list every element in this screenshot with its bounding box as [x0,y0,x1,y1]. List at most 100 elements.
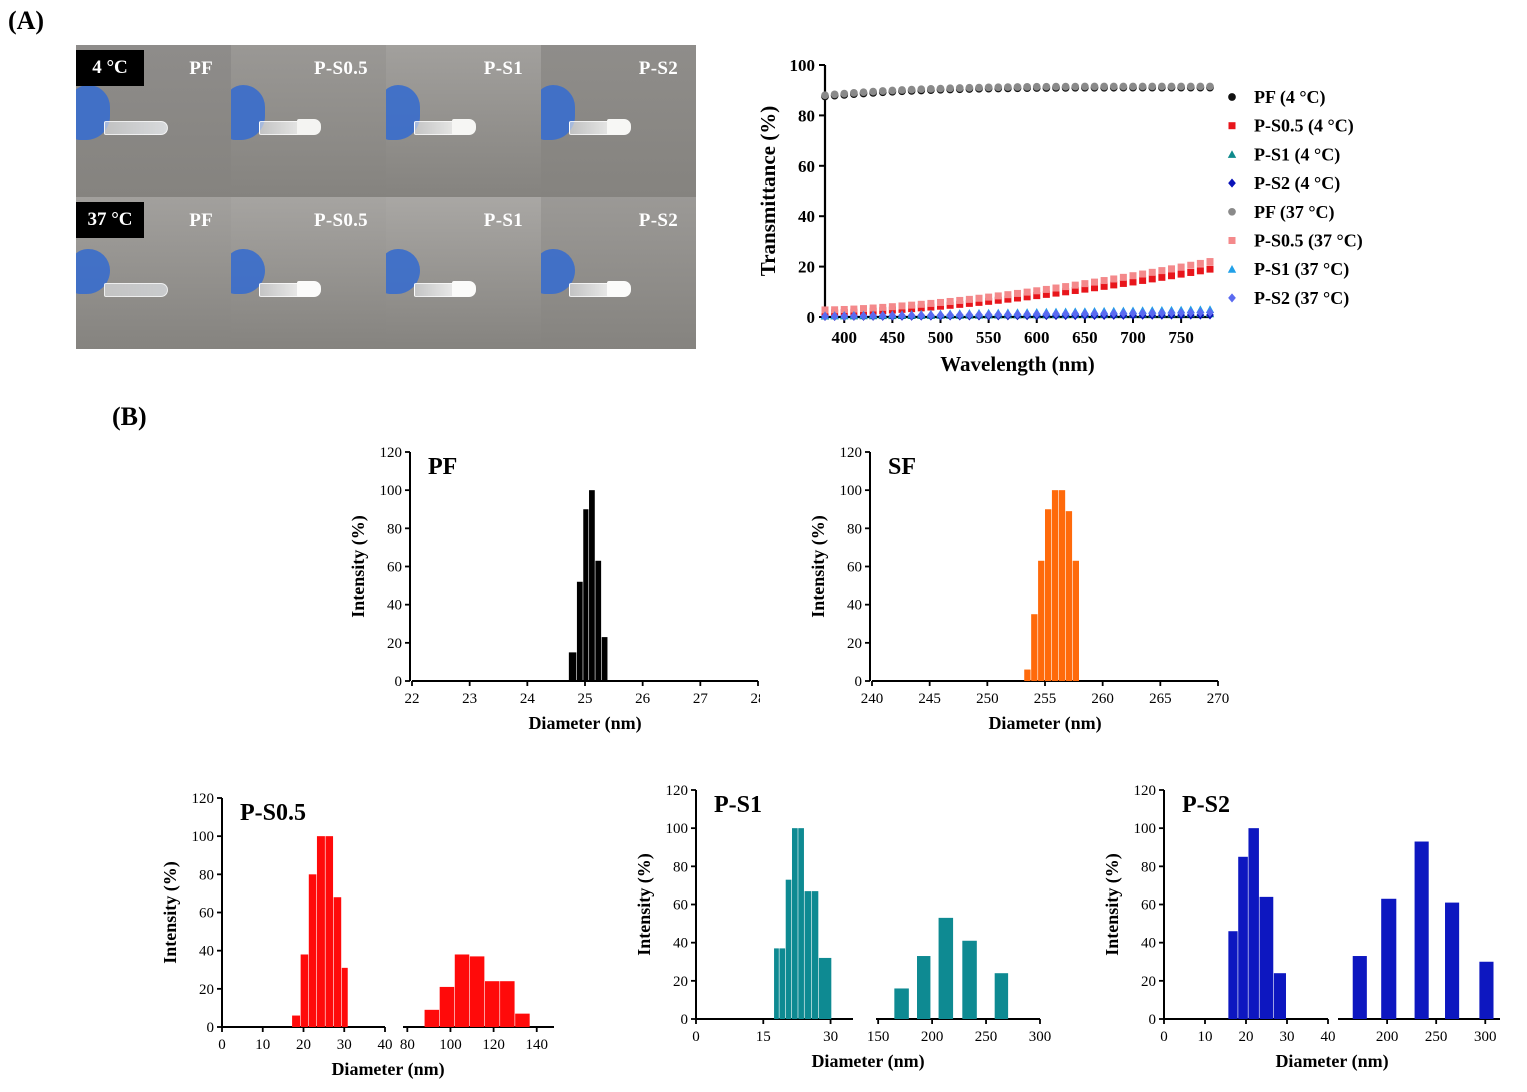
data-point [1148,82,1157,91]
x-tick-label: 140 [525,1037,548,1053]
legend-marker [1228,178,1236,188]
histogram-bar [894,988,909,1019]
data-point [994,296,1002,304]
data-point [965,299,973,307]
x-tick-label: 30 [823,1029,838,1045]
data-point [1091,284,1098,292]
data-point [1139,270,1147,278]
data-point [1090,82,1099,91]
vial-tube [104,283,168,297]
x-tick-label: 28 [751,691,761,707]
y-tick-label: 0 [1149,1012,1157,1028]
legend-label: P-S0.5 (37 °C) [1254,231,1363,252]
data-point [1177,263,1185,271]
data-point [1168,265,1175,273]
y-tick-label: 20 [387,636,402,652]
data-point [936,310,945,320]
legend-marker [1228,93,1236,101]
data-point [869,87,877,96]
y-tick-label: 80 [1141,859,1156,875]
legend-label: PF (4 °C) [1254,87,1326,108]
data-point [1004,83,1012,91]
data-point [1139,276,1147,284]
data-point [1071,82,1080,91]
data-point [1033,287,1041,295]
data-point [1158,267,1166,275]
y-tick-label: 0 [681,1012,689,1028]
y-tick-label: 60 [673,898,688,914]
y-tick-label: 0 [207,1020,215,1036]
x-tick-label: 0 [1160,1029,1168,1045]
histogram-bar [774,948,779,1019]
data-point [955,310,964,320]
data-point [898,86,906,94]
data-point [1177,270,1185,278]
data-point [1052,82,1060,91]
legend-label: P-S0.5 (4 °C) [1254,116,1354,137]
x-tick-label: 500 [928,328,954,347]
data-point [1014,294,1021,302]
data-point [821,91,829,100]
x-tick-label: 25 [578,691,593,707]
y-tick-label: 40 [673,936,688,952]
data-point [1033,292,1041,300]
data-point [869,311,877,321]
histogram-bar [1051,490,1059,681]
y-tick-label: 60 [199,906,214,922]
data-point [1110,275,1118,283]
legend-marker [1228,207,1236,216]
series-4 [821,82,1214,100]
x-tick-label: 27 [693,691,709,707]
data-point [946,84,954,93]
vial-photo-tile: PF 37 °C [76,197,231,349]
data-point [1167,82,1176,91]
y-tick-label: 100 [666,821,689,837]
x-tick-label: 40 [378,1037,393,1053]
y-tick-label: 100 [380,483,403,499]
x-tick-label: 30 [337,1037,352,1053]
x-tick-label: 20 [296,1037,311,1053]
y-tick-label: 40 [387,598,402,614]
x-tick-label: 10 [255,1037,270,1053]
data-point [1129,82,1137,91]
data-point [965,310,974,320]
data-point [956,296,964,304]
legend-marker [1228,122,1236,130]
histogram-bar [804,891,812,1019]
x-tick-label: 22 [405,691,420,707]
x-tick-label: 200 [1376,1029,1399,1045]
data-point [927,85,935,93]
x-tick-label: 245 [918,691,941,707]
histogram-bar [1381,898,1397,1019]
legend-marker [1228,293,1236,303]
histogram-bar [1058,490,1066,681]
data-point [1014,289,1021,297]
data-point [984,83,993,92]
y-tick-label: 40 [847,598,862,614]
x-tick-label: 255 [1034,691,1057,707]
data-point [1186,82,1195,91]
data-point [917,85,926,94]
sample-label: PF [189,58,213,79]
data-point [1148,275,1156,283]
histogram-bar [791,828,798,1019]
y-tick-label: 60 [798,157,815,176]
x-tick-label: 26 [635,691,651,707]
data-point [984,310,993,320]
data-point [946,301,954,309]
data-point [907,310,916,320]
vial-gel-content [297,281,321,297]
histogram-bar [994,973,1009,1019]
data-point [1052,289,1060,297]
vial-photo-tile: P-S2 [541,197,696,349]
data-point [1187,268,1195,276]
data-point [937,298,944,306]
data-point [1042,290,1050,298]
histogram-bar [798,828,804,1019]
y-tick-label: 20 [1141,974,1156,990]
data-point [917,310,926,320]
panel-label-a: (A) [8,6,45,35]
data-point [955,84,964,92]
data-point [1119,273,1127,281]
chart-title: P-S0.5 [240,800,306,826]
